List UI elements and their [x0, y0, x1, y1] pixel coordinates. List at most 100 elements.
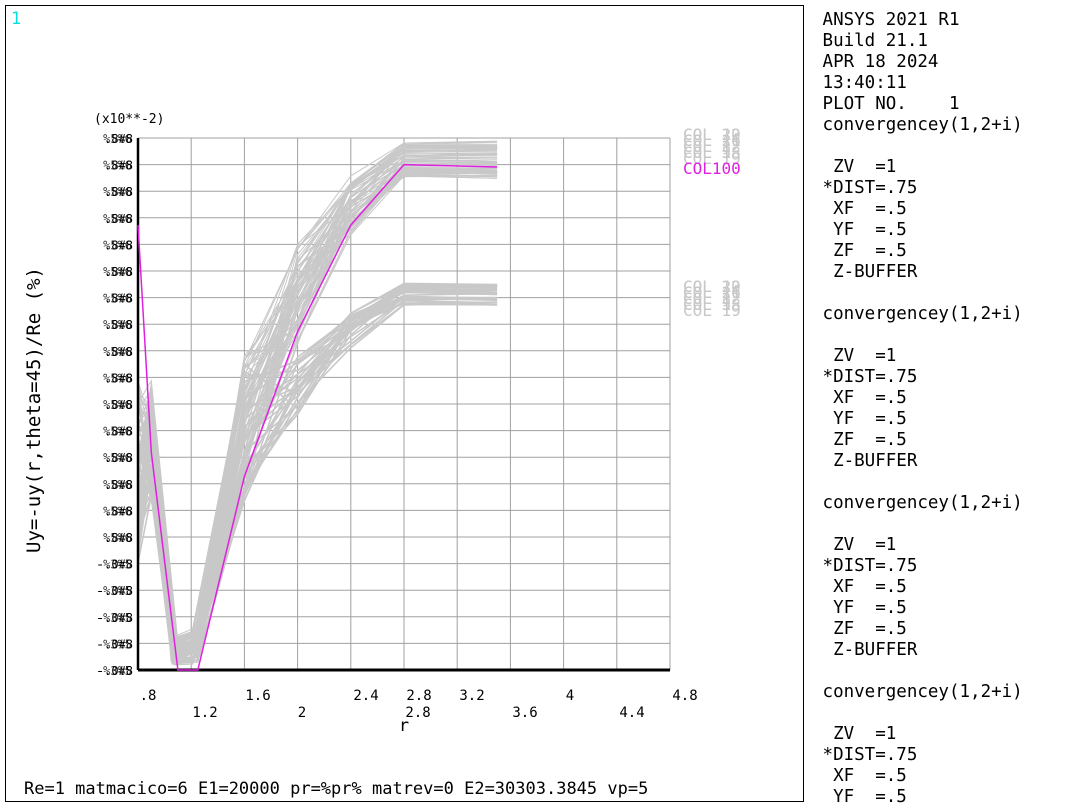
y-tick-glyph: %5%6 — [103, 531, 132, 545]
y-tick-glyph: .8#8 — [104, 531, 133, 545]
gray-series-line — [137, 140, 498, 660]
y-tick-glyph: .8#8 — [104, 318, 133, 332]
info-line: ZF =.5 — [812, 241, 907, 261]
y-tick-glyph: %5%6 — [103, 185, 132, 199]
y-tick-glyph: %5%6 — [103, 292, 132, 306]
info-line: convergencey(1,2+i) — [812, 115, 1023, 135]
gray-curves — [137, 140, 498, 666]
legend-label: COL 10 — [683, 125, 741, 144]
gray-series-line — [137, 284, 498, 652]
gray-series-line — [137, 152, 498, 645]
x-tick-label: .8 — [140, 688, 157, 704]
window-number: 1 — [11, 9, 22, 29]
y-tick-glyph: %5%6 — [103, 398, 132, 412]
legend-label: COL 10 — [683, 277, 741, 296]
info-line: Build 21.1 — [812, 31, 928, 51]
gray-series-line — [137, 286, 498, 658]
info-line — [812, 472, 1074, 493]
y-tick-glyph: -%3%5 — [96, 558, 132, 572]
info-line: XF =.5 — [812, 199, 907, 219]
gray-series-line — [137, 152, 498, 659]
info-line — [812, 136, 1074, 157]
gray-series-line — [137, 167, 498, 648]
legend-label: COL 12 — [683, 289, 741, 308]
gray-series-line — [137, 168, 498, 643]
info-line: XF =.5 — [812, 388, 907, 408]
info-line: Z-BUFFER — [812, 262, 918, 282]
y-tick-glyph: .8#8 — [104, 185, 133, 199]
y-tick-glyph: .8#8 — [104, 398, 133, 412]
x-tick-label: 4 — [566, 688, 574, 704]
gray-series-line — [137, 301, 498, 647]
info-line: YF =.5 — [812, 598, 907, 618]
gray-series-line — [137, 154, 498, 652]
legend-label: COL 18 — [683, 143, 741, 162]
convergence-chart: .8 1.6 2.4 2.8 3.2 4 4.8 1.2 2 2.8 3.6 4.4 r (x10**-2… — [23, 112, 741, 736]
gray-series-line — [137, 286, 498, 652]
legend-label: COL 26 — [683, 283, 741, 302]
y-tick-glyph: -%3%5 — [96, 584, 132, 598]
info-line: ZV =1 — [812, 346, 897, 366]
info-line: *DIST=.75 — [812, 367, 918, 387]
info-line: PLOT NO. 1 — [812, 94, 960, 114]
info-line: convergencey(1,2+i) — [812, 304, 1023, 324]
info-line — [812, 514, 1074, 535]
gray-series-line — [137, 155, 498, 643]
gray-series-line — [137, 289, 498, 659]
y-tick-glyph: -.0#8 — [97, 637, 133, 651]
info-line — [812, 703, 1074, 724]
x-tick-label: 4.4 — [619, 705, 644, 721]
gray-series-line — [137, 141, 498, 654]
y-tick-glyph: -%3%5 — [96, 664, 132, 678]
y-tick-glyph: %5%6 — [103, 265, 132, 279]
y-tick-glyph: %5%6 — [103, 345, 132, 359]
y-tick-glyph: .8#8 — [104, 478, 133, 492]
gray-series-line — [137, 143, 498, 644]
x-tick-label: 2.8 — [405, 705, 430, 721]
y-tick-glyph: .8#8 — [104, 159, 133, 173]
x-axis-label: r — [399, 716, 409, 736]
x-tick-label: 4.8 — [672, 688, 697, 704]
grid — [138, 137, 671, 670]
gray-series-line — [137, 301, 498, 655]
legend-label: COL 11 — [683, 283, 741, 302]
info-line — [812, 325, 1074, 346]
legend-label: COL 11 — [683, 131, 741, 150]
y-tick-glyph: .8#8 — [104, 212, 133, 226]
y-tick-glyph: .8#8 — [104, 371, 133, 385]
y-tick-glyph: -%3%5 — [96, 637, 132, 651]
y-axis-label: Uy=-uy(r,theta=45)/Re (%) — [23, 267, 45, 553]
info-line: YF =.5 — [812, 787, 907, 807]
info-line: ZV =1 — [812, 724, 897, 744]
gray-series-line — [137, 153, 498, 643]
info-line: ZV =1 — [812, 535, 897, 555]
info-line: convergencey(1,2+i) — [812, 682, 1023, 702]
gray-series-line — [137, 162, 498, 655]
y-tick-glyph: .8#8 — [104, 425, 133, 439]
gray-series-line — [137, 170, 498, 652]
y-tick-glyph: %5%6 — [103, 212, 132, 226]
gray-series-line — [137, 297, 498, 650]
info-line: Z-BUFFER — [812, 640, 918, 660]
info-line: ZF =.5 — [812, 619, 907, 639]
gray-series-line — [137, 283, 498, 661]
x-tick-label: 2 — [298, 705, 306, 721]
info-line: YF =.5 — [812, 220, 907, 240]
info-line: *DIST=.75 — [812, 556, 918, 576]
y-tick-glyph: %5%6 — [103, 132, 132, 146]
y-tick-glyph: .8#8 — [104, 292, 133, 306]
legend-label: COL 5 — [683, 143, 731, 162]
legend-label: COL 19 — [683, 301, 741, 320]
y-tick-glyph: .8#8 — [104, 345, 133, 359]
legend-label: COL 3 — [683, 137, 731, 156]
x-tick-label: 1.6 — [245, 688, 270, 704]
y-tick-glyph: %5%6 — [103, 318, 132, 332]
gray-series-line — [137, 165, 498, 638]
legend-label: COL 5 — [683, 295, 731, 314]
chart-labels: .8 1.6 2.4 2.8 3.2 4 4.8 1.2 2 2.8 3.6 4.4 r (x10**-2… — [23, 112, 741, 736]
gray-series-line — [137, 283, 498, 663]
y-tick-glyph: .8#8 — [104, 265, 133, 279]
gray-series-line — [137, 164, 498, 662]
gray-series-line — [137, 284, 498, 648]
y-tick-glyph: -.0#8 — [97, 611, 133, 625]
